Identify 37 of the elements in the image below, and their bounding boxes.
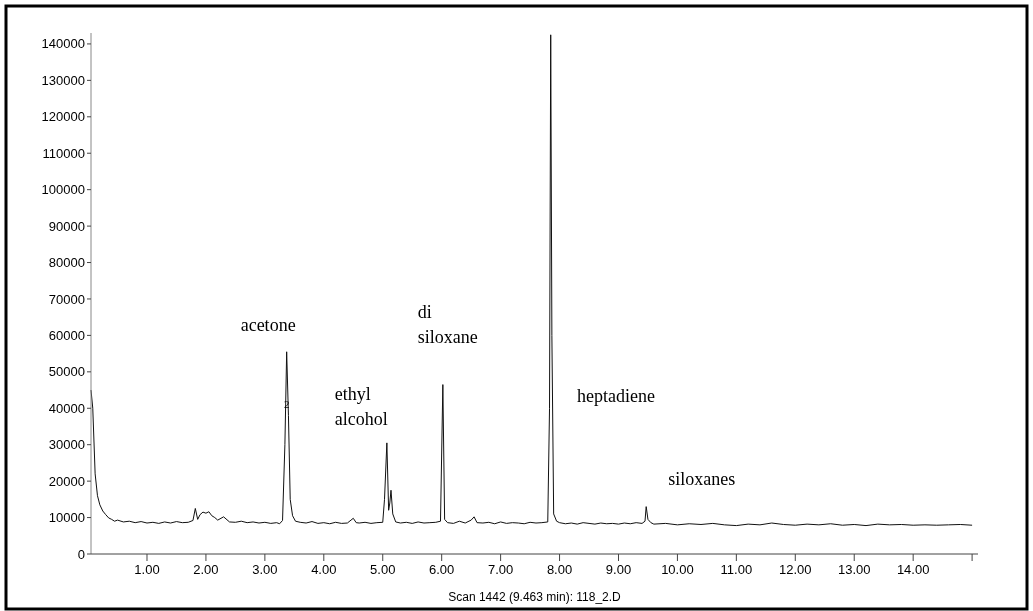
y-tick-label: 110000 bbox=[42, 145, 85, 161]
x-tick-label: 6.00 bbox=[429, 562, 455, 577]
y-tick-label: 100000 bbox=[41, 182, 85, 198]
x-tick-label: 12.00 bbox=[779, 562, 812, 577]
y-tick-label: 60000 bbox=[48, 327, 85, 343]
annotation: ethyl alcohol bbox=[334, 383, 388, 429]
y-tick-label: 80000 bbox=[48, 255, 85, 271]
x-tick-label: 9.00 bbox=[605, 562, 632, 577]
y-tick-label: 40000 bbox=[48, 400, 85, 416]
y-tick-label: 70000 bbox=[48, 291, 85, 307]
annotation: heptadiene bbox=[577, 386, 655, 406]
x-tick-label: 8.00 bbox=[546, 562, 573, 577]
annotation: 2 bbox=[283, 398, 290, 411]
y-tick-label: 120000 bbox=[41, 109, 85, 125]
y-tick-label: 0 bbox=[77, 546, 85, 562]
x-tick-label: 1.00 bbox=[134, 562, 160, 577]
x-tick-label: 3.00 bbox=[252, 562, 278, 577]
y-tick-label: 10000 bbox=[48, 510, 85, 526]
annotation: siloxanes bbox=[668, 468, 736, 489]
line-series bbox=[90, 34, 973, 527]
y-tick-label: 130000 bbox=[41, 72, 85, 88]
y-tick-label: 50000 bbox=[48, 364, 85, 380]
x-tick-label: 2.00 bbox=[193, 562, 219, 577]
x-tick-label: 7.00 bbox=[487, 562, 514, 577]
x-tick-label: 5.00 bbox=[370, 562, 396, 577]
y-tick-label: 90000 bbox=[48, 218, 85, 234]
y-tick-label: 30000 bbox=[48, 437, 85, 453]
y-tick-label: 20000 bbox=[48, 473, 85, 489]
x-tick-label: 4.00 bbox=[311, 562, 337, 577]
x-tick-label: 13.00 bbox=[837, 562, 871, 577]
x-tick-label: 11.00 bbox=[720, 562, 753, 577]
x-tick-label: 14.00 bbox=[896, 562, 930, 577]
x-tick-label: 10.00 bbox=[661, 562, 694, 577]
y-tick-label: 140000 bbox=[41, 36, 85, 52]
annotation: di siloxane bbox=[417, 301, 478, 347]
text: Scan 1442 (9.463 min): 118_2.D bbox=[448, 590, 622, 604]
annotation: acetone bbox=[240, 314, 296, 335]
